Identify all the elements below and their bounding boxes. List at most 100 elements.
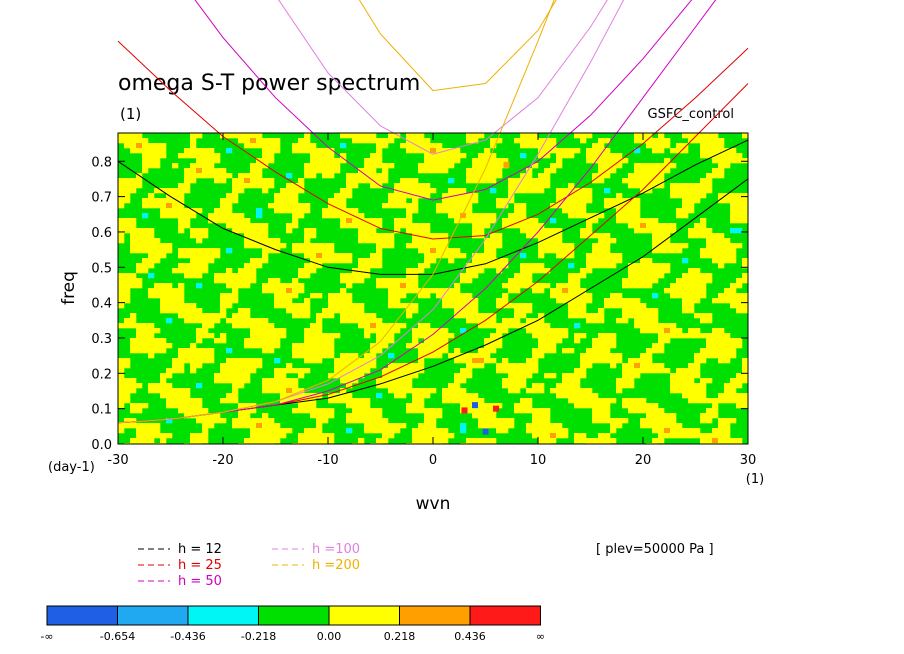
heatmap-cell (286, 288, 293, 294)
heatmap-cell (586, 253, 593, 259)
heatmap-cell (544, 418, 551, 424)
heatmap-cell (472, 358, 479, 364)
heatmap-cell (214, 338, 221, 344)
colorbar-swatch (328, 605, 400, 626)
heatmap-cell (406, 268, 413, 274)
heatmap-cell (406, 178, 413, 184)
heatmap-cell (568, 313, 575, 319)
heatmap-cell (730, 293, 737, 299)
heatmap-cell (370, 138, 377, 144)
heatmap-cell (340, 153, 347, 159)
heatmap-cell (352, 408, 359, 414)
heatmap-cell (214, 178, 221, 184)
heatmap-cell (424, 223, 431, 229)
heatmap-cell (136, 278, 143, 284)
heatmap-cell (292, 183, 299, 189)
heatmap-cell (424, 243, 431, 249)
heatmap-cell (706, 378, 713, 384)
heatmap-cell (478, 268, 485, 274)
heatmap-cell (262, 423, 269, 429)
heatmap-cell (478, 263, 485, 269)
heatmap-cell (532, 318, 539, 324)
heatmap-cell (148, 253, 155, 259)
heatmap-cell (370, 418, 377, 424)
heatmap-cell (472, 313, 479, 319)
heatmap-cell (436, 233, 443, 239)
heatmap-cell (382, 233, 389, 239)
heatmap-cell (130, 238, 137, 244)
heatmap-cell (688, 283, 695, 289)
heatmap-cell (346, 278, 353, 284)
heatmap-cell (532, 268, 539, 274)
heatmap-cell (640, 268, 647, 274)
heatmap-cell (238, 283, 245, 289)
heatmap-cell (460, 308, 467, 314)
heatmap-cell (580, 203, 587, 209)
heatmap-cell (700, 418, 707, 424)
heatmap-cell (706, 253, 713, 259)
heatmap-cell (130, 318, 137, 324)
heatmap-cell (256, 438, 263, 444)
heatmap-cell (616, 423, 623, 429)
heatmap-cell (130, 313, 137, 319)
heatmap-cell (274, 208, 281, 214)
heatmap-cell (574, 368, 581, 374)
heatmap-cell (442, 238, 449, 244)
heatmap-cell (586, 363, 593, 369)
heatmap-cell (724, 398, 731, 404)
heatmap-cell (370, 313, 377, 319)
heatmap-cell (250, 228, 257, 234)
heatmap-cell (676, 143, 683, 149)
heatmap-cell (376, 393, 383, 399)
heatmap-cell (202, 313, 209, 319)
heatmap-cell (436, 163, 443, 169)
heatmap-cell (436, 168, 443, 174)
heatmap-cell (196, 158, 203, 164)
heatmap-cell (616, 378, 623, 384)
heatmap-cell (412, 363, 419, 369)
heatmap-cell (640, 218, 647, 224)
heatmap-cell (448, 248, 455, 254)
heatmap-cell (232, 423, 239, 429)
heatmap-cell (196, 283, 203, 289)
heatmap-cell (418, 288, 425, 294)
heatmap-cell (544, 148, 551, 154)
heatmap-cell (250, 333, 257, 339)
heatmap-cell (454, 378, 461, 384)
heatmap-cell (484, 178, 491, 184)
heatmap-cell (202, 233, 209, 239)
heatmap-cell (634, 323, 641, 329)
legend-label: h =100 (312, 542, 360, 557)
heatmap-cell (130, 438, 137, 444)
heatmap-cell (730, 208, 737, 214)
heatmap-cell (328, 168, 335, 174)
heatmap-cell (640, 163, 647, 169)
heatmap-cell (688, 188, 695, 194)
heatmap-cell (286, 368, 293, 374)
heatmap-cell (262, 233, 269, 239)
heatmap-cell (508, 418, 515, 424)
heatmap-cell (520, 373, 527, 379)
heatmap-cell (706, 353, 713, 359)
heatmap-cell (244, 243, 251, 249)
heatmap-cell (658, 268, 665, 274)
heatmap-cell (190, 173, 197, 179)
heatmap-cell (736, 373, 743, 379)
heatmap-cell (286, 203, 293, 209)
heatmap-cell (172, 403, 179, 409)
heatmap-cell (682, 258, 689, 264)
heatmap-cell (322, 348, 329, 354)
heatmap-cell (352, 308, 359, 314)
heatmap-cell (724, 158, 731, 164)
heatmap-cell (472, 228, 479, 234)
heatmap-cell (370, 423, 377, 429)
heatmap-cell (424, 193, 431, 199)
heatmap-cell (382, 178, 389, 184)
heatmap-cell (646, 308, 653, 314)
heatmap-cell (214, 158, 221, 164)
heatmap-cell (130, 143, 137, 149)
heatmap-cell (118, 228, 125, 234)
heatmap-cell (538, 253, 545, 259)
heatmap-cell (406, 243, 413, 249)
heatmap-cell (466, 208, 473, 214)
